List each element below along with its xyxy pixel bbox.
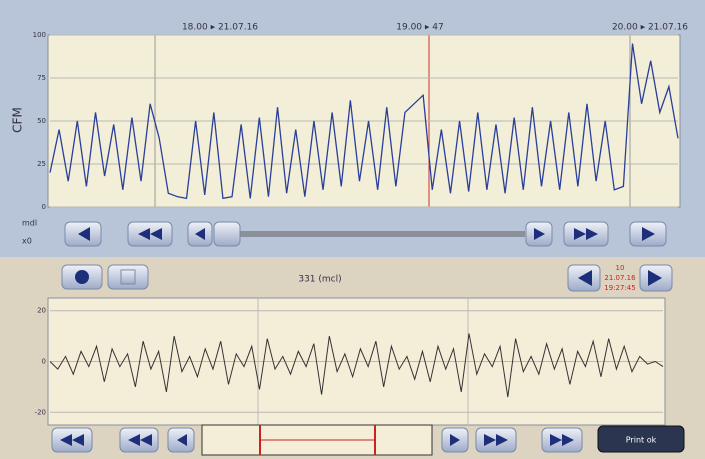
side-label: mdl [22,219,37,228]
time-label: 19.00 ▸ 47 [396,23,443,33]
button[interactable] [542,428,582,452]
button[interactable] [52,428,92,452]
date-label: 19:27:45 [604,284,635,292]
side-label: x0 [22,237,32,246]
button[interactable] [476,428,516,452]
monitor-screen: 18.00 ▸ 21.07.16 19.00 ▸ 47 20.00 ▸ 21.0… [0,0,705,459]
button[interactable] [120,428,158,452]
button[interactable] [526,222,552,246]
button[interactable] [188,222,212,246]
y-tick-label: 50 [37,117,46,125]
button[interactable]: Print ok [598,426,684,452]
button[interactable] [630,222,666,246]
button[interactable] [108,265,148,289]
button[interactable] [568,265,600,291]
scroll-thumb[interactable] [214,222,240,246]
time-label: 18.00 ▸ 21.07.16 [182,23,258,33]
y-tick-label: 0 [42,203,46,211]
y-tick-label: 0 [42,358,46,366]
button[interactable] [62,265,102,289]
y-tick-label: 75 [37,74,46,82]
button[interactable] [168,428,194,452]
scrollbar[interactable] [240,231,525,237]
button[interactable] [128,222,172,246]
button[interactable] [442,428,468,452]
button[interactable] [564,222,608,246]
panel-title: 331 (mcl) [298,275,341,285]
date-label: 10 [616,264,625,272]
y-tick-label: 100 [33,31,46,39]
y-tick-label: 20 [37,307,46,315]
y-tick-label: -20 [35,408,46,416]
date-label: 21.07.16 [604,274,636,282]
axis-label: CFM [11,107,25,133]
button[interactable] [640,265,672,291]
button-label: Print ok [626,436,657,445]
y-tick-label: 25 [37,160,46,168]
button[interactable] [65,222,101,246]
time-label: 20.00 ▸ 21.07.16 [612,23,688,33]
